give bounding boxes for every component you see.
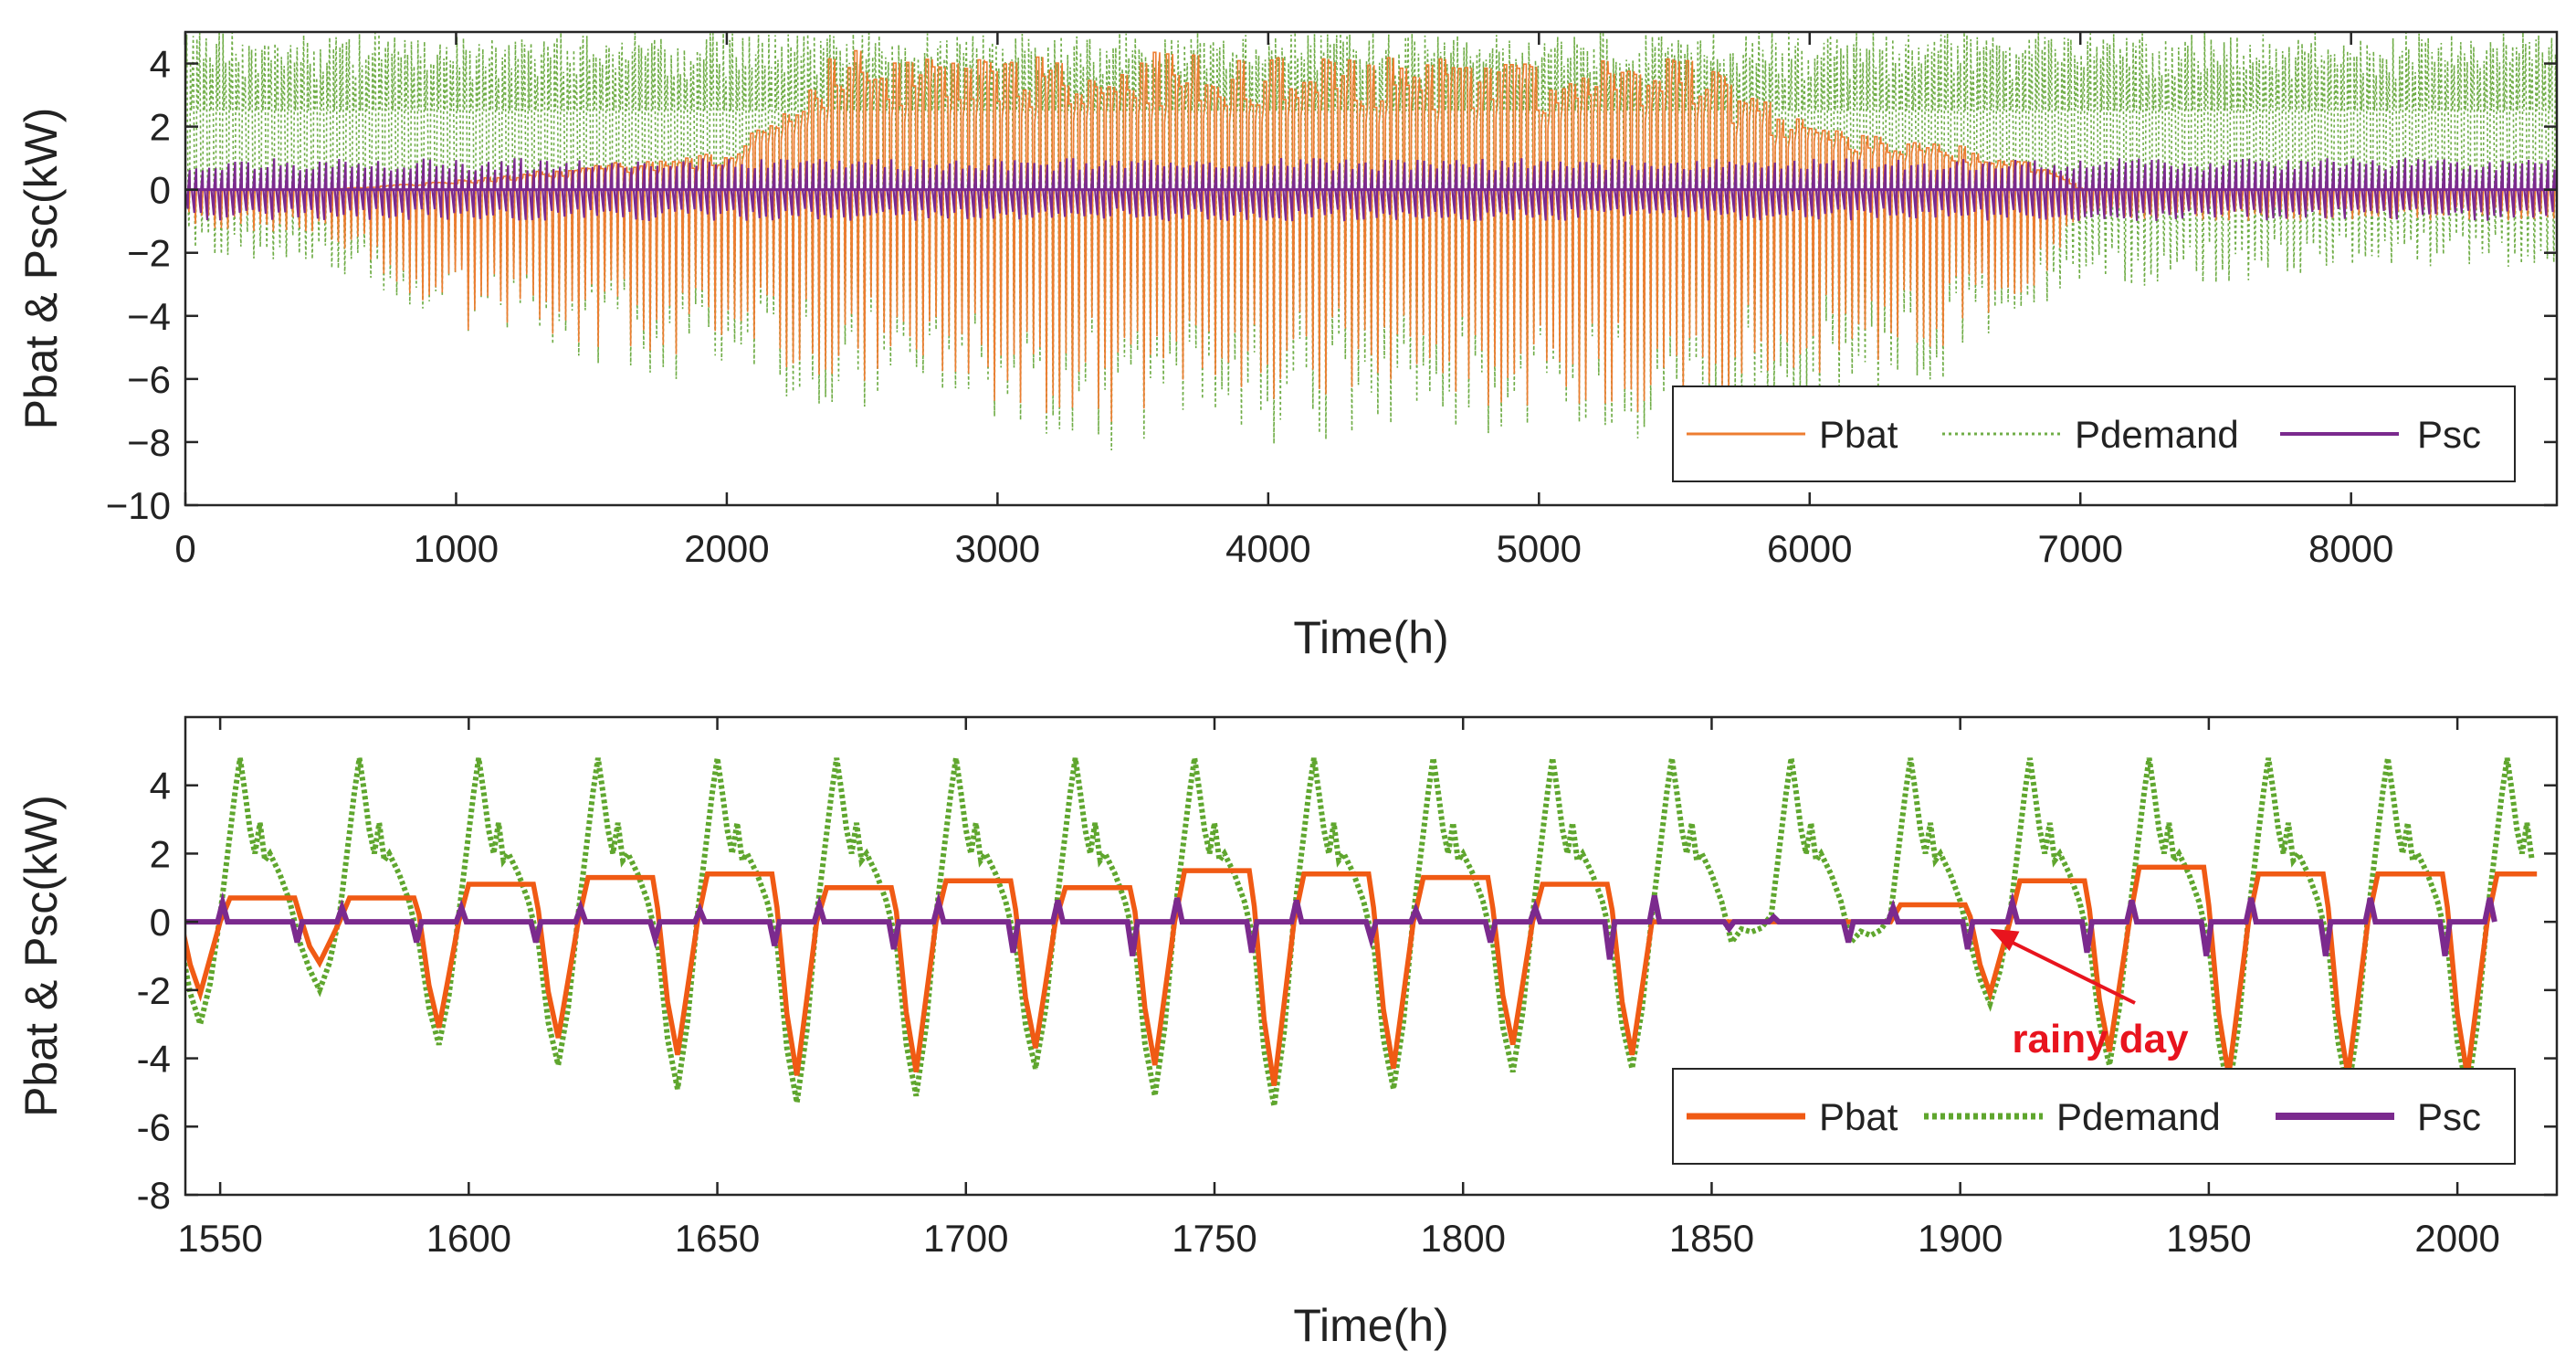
bottom-panel: 1550 1600 1650 1700 1750 1800 1850 1900 1950 2000… <box>16 715 2559 1351</box>
top-y-tick-label: −10 <box>106 484 171 527</box>
top-x-tick-label: 4000 <box>1225 527 1310 570</box>
bottom-y-axis-label: Pbat & Psc(kW) <box>16 795 67 1117</box>
bottom-y-tick-label: 4 <box>150 765 171 808</box>
top-y-tick-label: −4 <box>127 295 171 338</box>
top-series-layer <box>185 32 2557 451</box>
rainy-day-arrow-shaft <box>2002 935 2136 1005</box>
top-y-tick-label: −6 <box>127 358 171 401</box>
top-legend-label-pdemand: Pdemand <box>2075 413 2239 456</box>
bottom-series-layer <box>185 757 2538 1107</box>
bottom-x-axis-label: Time(h) <box>1293 1300 1448 1351</box>
top-x-tick-label: 6000 <box>1767 527 1852 570</box>
bottom-legend-label-pbat: Pbat <box>1819 1095 1898 1138</box>
top-x-tick-label: 7000 <box>2038 527 2123 570</box>
top-x-tick-label: 3000 <box>955 527 1040 570</box>
top-x-axis-label: Time(h) <box>1293 612 1448 663</box>
top-legend: Pbat Pdemand Psc <box>1672 385 2516 482</box>
bottom-x-tick-label: 1800 <box>1421 1217 1506 1260</box>
bottom-series-pdemand <box>185 757 2535 1107</box>
bottom-x-tick-label: 1900 <box>1918 1217 2003 1260</box>
bottom-y-tick-label: -4 <box>137 1038 171 1081</box>
rainy-day-arrow-head <box>1990 928 2020 951</box>
top-series-pdemand <box>185 32 2557 451</box>
top-legend-label-psc: Psc <box>2417 413 2481 456</box>
bottom-legend-label-psc: Psc <box>2417 1095 2481 1138</box>
bottom-axes-layer: 1550 1600 1650 1700 1750 1800 1850 1900 1950 2000… <box>137 715 2559 1260</box>
bottom-y-tick-label: -8 <box>137 1174 171 1217</box>
rainy-day-label: rainy day <box>2012 1017 2189 1061</box>
bottom-y-tick-label: 2 <box>150 832 171 875</box>
bottom-x-tick-label: 1600 <box>426 1217 511 1260</box>
top-x-tick-label: 1000 <box>414 527 499 570</box>
bottom-series-psc <box>185 892 2497 960</box>
bottom-legend-label-pdemand: Pdemand <box>2056 1095 2221 1138</box>
bottom-y-tick-label: -2 <box>137 969 171 1012</box>
top-y-tick-label: −8 <box>127 421 171 464</box>
top-y-tick-label: 0 <box>150 169 171 212</box>
bottom-axes-frame <box>184 715 2559 1197</box>
bottom-series-pbat <box>185 864 2538 1086</box>
top-axes-frame <box>184 30 2559 507</box>
bottom-series-group <box>185 757 2538 1107</box>
bottom-y-tick-label: 0 <box>150 901 171 944</box>
top-x-tick-label: 2000 <box>684 527 769 570</box>
rainy-day-annotation: rainy day <box>1990 928 2189 1061</box>
top-y-tick-label: 4 <box>150 43 171 86</box>
top-x-tick-label: 0 <box>174 527 195 570</box>
top-legend-label-pbat: Pbat <box>1819 413 1898 456</box>
bottom-x-tick-label: 1650 <box>675 1217 760 1260</box>
top-x-tick-label: 8000 <box>2308 527 2393 570</box>
bottom-y-tick-label: -6 <box>137 1105 171 1148</box>
top-panel: 0 1000 2000 3000 4000 5000 6000 7000 8000 −10 −8 −6… <box>16 30 2559 663</box>
top-y-tick-label: −2 <box>127 232 171 275</box>
bottom-x-tick-label: 1550 <box>177 1217 262 1260</box>
top-y-tick-label: 2 <box>150 106 171 149</box>
top-y-axis-label: Pbat & Psc(kW) <box>16 108 67 430</box>
top-x-tick-label: 5000 <box>1497 527 1582 570</box>
top-axes-layer: 0 1000 2000 3000 4000 5000 6000 7000 8000 −10 −8 −6… <box>106 30 2559 570</box>
bottom-legend: Pbat Pdemand Psc <box>1672 1068 2516 1165</box>
bottom-x-tick-label: 1700 <box>923 1217 1008 1260</box>
bottom-x-tick-label: 1750 <box>1172 1217 1256 1260</box>
bottom-x-tick-label: 1950 <box>2166 1217 2251 1260</box>
top-series-group <box>185 32 2557 451</box>
bottom-x-tick-label: 1850 <box>1669 1217 1754 1260</box>
bottom-x-tick-label: 2000 <box>2414 1217 2499 1260</box>
